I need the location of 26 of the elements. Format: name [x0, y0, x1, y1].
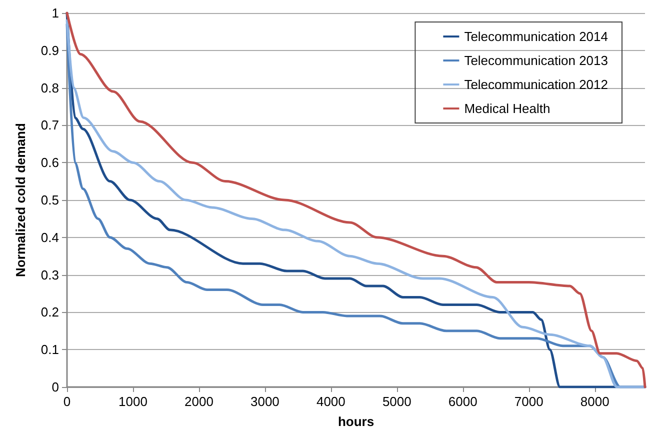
x-tick-label: 3000: [250, 394, 280, 409]
x-tick-label: 2000: [184, 394, 214, 409]
x-tick-label: 5000: [382, 394, 412, 409]
y-tick-label: 0.3: [40, 267, 59, 282]
x-tick-label: 8000: [580, 394, 610, 409]
legend-label: Telecommunication 2013: [464, 53, 608, 68]
y-tick-label: 0.4: [40, 230, 59, 245]
y-tick-label: 0.6: [40, 155, 59, 170]
x-tick-label: 4000: [316, 394, 346, 409]
x-tick-label: 6000: [448, 394, 478, 409]
y-tick-label: 0.1: [40, 342, 59, 358]
y-tick-label: 0.7: [40, 118, 59, 133]
y-tick-label: 0.5: [40, 192, 59, 208]
y-tick-label: 0: [52, 380, 59, 394]
legend-label: Medical Health: [464, 101, 550, 116]
legend-label: Telecommunication 2012: [464, 77, 608, 92]
y-tick-label: 1: [52, 6, 59, 20]
y-tick-label: 0.2: [40, 304, 59, 320]
y-tick-label: 0.9: [40, 42, 59, 58]
x-tick-label: 0: [63, 394, 71, 409]
y-tick-label: 0.8: [40, 80, 59, 96]
x-tick-label: 7000: [514, 394, 544, 409]
y-axis-title: Normalized cold demand: [13, 123, 28, 277]
x-tick-label: 1000: [118, 394, 148, 409]
x-axis-title: hours: [338, 414, 374, 429]
legend-label: Telecommunication 2014: [464, 29, 608, 44]
